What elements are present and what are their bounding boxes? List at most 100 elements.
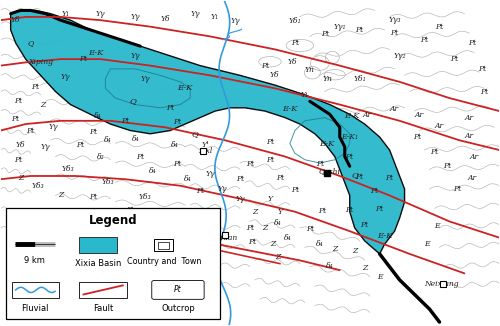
Text: Yγ: Yγ bbox=[130, 52, 140, 60]
Text: Yδ₁: Yδ₁ bbox=[354, 75, 366, 83]
Text: Pt: Pt bbox=[236, 175, 244, 183]
Text: Yδ₃: Yδ₃ bbox=[62, 166, 74, 173]
Text: δ₄: δ₄ bbox=[94, 112, 102, 120]
Text: E: E bbox=[434, 222, 440, 230]
Text: Yγ: Yγ bbox=[218, 185, 228, 193]
Text: Pt: Pt bbox=[318, 207, 326, 215]
FancyBboxPatch shape bbox=[12, 282, 59, 298]
Text: Z: Z bbox=[252, 208, 258, 216]
Text: Yδ: Yδ bbox=[16, 141, 26, 149]
Text: Pt: Pt bbox=[174, 286, 182, 294]
Text: E-K: E-K bbox=[377, 232, 392, 240]
Text: Ar: Ar bbox=[465, 113, 474, 122]
Text: Yγ₁: Yγ₁ bbox=[334, 23, 346, 31]
Text: Y₁: Y₁ bbox=[301, 91, 309, 99]
Text: Pt: Pt bbox=[32, 83, 40, 91]
Text: Pt: Pt bbox=[12, 115, 20, 123]
Text: Pt: Pt bbox=[346, 206, 354, 214]
Text: Yn: Yn bbox=[322, 75, 332, 83]
Text: Z: Z bbox=[58, 191, 63, 200]
Text: Z: Z bbox=[262, 224, 268, 232]
Text: Yγ: Yγ bbox=[130, 13, 140, 21]
Text: Yδ: Yδ bbox=[11, 16, 20, 24]
Text: Xichuan: Xichuan bbox=[207, 234, 238, 242]
Text: Pt: Pt bbox=[360, 221, 369, 229]
Text: E-K: E-K bbox=[178, 84, 193, 92]
Text: 9 km: 9 km bbox=[24, 256, 45, 264]
Text: Z: Z bbox=[270, 240, 275, 247]
Text: Pt: Pt bbox=[26, 126, 34, 135]
Text: Pt: Pt bbox=[480, 88, 488, 96]
Text: δ₄: δ₄ bbox=[184, 175, 192, 183]
Text: Yδ₃: Yδ₃ bbox=[32, 182, 44, 190]
Text: Z: Z bbox=[332, 245, 338, 253]
Text: Pt: Pt bbox=[356, 173, 364, 181]
Text: Ar: Ar bbox=[470, 153, 479, 161]
Text: Pt: Pt bbox=[246, 160, 254, 168]
Text: Y: Y bbox=[268, 195, 272, 203]
Text: δ₄: δ₄ bbox=[284, 234, 291, 242]
Text: Pt: Pt bbox=[376, 205, 384, 213]
Text: Pt: Pt bbox=[420, 36, 428, 44]
Text: Pt: Pt bbox=[386, 174, 394, 182]
Polygon shape bbox=[10, 10, 404, 254]
Text: Yγ: Yγ bbox=[41, 143, 50, 151]
Text: Pt: Pt bbox=[76, 141, 84, 149]
Text: Neixiang: Neixiang bbox=[424, 280, 460, 288]
Text: Yγ: Yγ bbox=[206, 170, 215, 178]
Text: Xixia Basin: Xixia Basin bbox=[75, 259, 122, 268]
Text: Lixl: Lixl bbox=[198, 147, 212, 155]
Text: Pt: Pt bbox=[14, 97, 22, 105]
Text: Pt: Pt bbox=[89, 128, 97, 136]
Text: Q: Q bbox=[28, 39, 34, 47]
Text: Pt: Pt bbox=[89, 193, 97, 201]
Text: δ₄: δ₄ bbox=[274, 219, 281, 227]
Text: Yδ: Yδ bbox=[160, 15, 170, 22]
Text: Yδ₁: Yδ₁ bbox=[288, 17, 301, 25]
Text: Y₁: Y₁ bbox=[211, 13, 219, 21]
Text: δ₄: δ₄ bbox=[132, 135, 139, 143]
Text: E-K: E-K bbox=[320, 140, 335, 148]
Text: Yγ₂: Yγ₂ bbox=[394, 52, 406, 60]
FancyBboxPatch shape bbox=[6, 208, 220, 319]
Text: Pt: Pt bbox=[450, 55, 458, 63]
Text: Z: Z bbox=[18, 174, 24, 182]
Text: Pt: Pt bbox=[276, 174, 284, 182]
Text: Yn: Yn bbox=[305, 67, 315, 74]
FancyBboxPatch shape bbox=[80, 237, 117, 253]
Text: δ₄: δ₄ bbox=[104, 136, 112, 144]
Text: δ₂: δ₂ bbox=[96, 153, 104, 161]
Text: Z: Z bbox=[352, 247, 358, 255]
Text: Pt: Pt bbox=[246, 224, 254, 232]
Text: Y: Y bbox=[278, 208, 282, 216]
Text: Pt: Pt bbox=[453, 185, 461, 193]
Text: Ar: Ar bbox=[465, 132, 474, 141]
Text: Pt: Pt bbox=[413, 133, 421, 141]
Text: Q: Q bbox=[192, 130, 198, 138]
Text: Legend: Legend bbox=[88, 214, 137, 227]
Text: Pt: Pt bbox=[266, 138, 274, 146]
Text: Pt: Pt bbox=[370, 186, 379, 195]
Text: Pt: Pt bbox=[346, 153, 354, 161]
Text: Pt: Pt bbox=[436, 23, 444, 31]
Text: Country and  Town: Country and Town bbox=[126, 258, 201, 266]
Text: Ar: Ar bbox=[362, 111, 372, 119]
Text: Pt: Pt bbox=[443, 162, 451, 170]
Text: Pt: Pt bbox=[468, 39, 476, 47]
FancyBboxPatch shape bbox=[158, 242, 169, 249]
Text: Yγ: Yγ bbox=[236, 195, 245, 203]
Text: Pt: Pt bbox=[14, 156, 22, 164]
Text: Pt: Pt bbox=[126, 206, 134, 214]
Text: Pt: Pt bbox=[291, 39, 299, 47]
FancyBboxPatch shape bbox=[152, 280, 204, 299]
Text: Pt: Pt bbox=[320, 30, 329, 38]
Text: E-K: E-K bbox=[344, 112, 360, 120]
Text: Yδ₃: Yδ₃ bbox=[102, 178, 114, 186]
Text: Yδ: Yδ bbox=[270, 71, 280, 79]
Text: Ar: Ar bbox=[390, 105, 399, 113]
Text: E: E bbox=[424, 240, 430, 247]
Text: E: E bbox=[377, 273, 382, 281]
Text: Pt: Pt bbox=[261, 62, 269, 70]
Text: Pt: Pt bbox=[266, 156, 274, 164]
Text: Yγ: Yγ bbox=[96, 10, 105, 18]
